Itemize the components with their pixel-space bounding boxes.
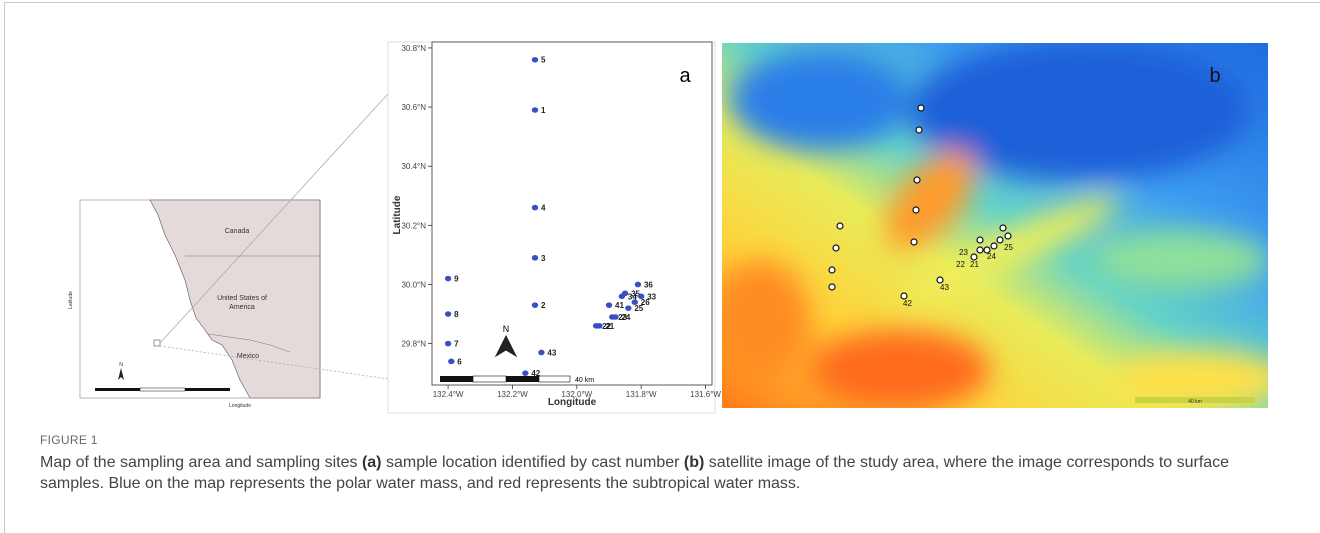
- site-label: 26: [641, 298, 650, 307]
- axis-title: Longitude: [229, 403, 251, 409]
- site-point: [609, 314, 616, 320]
- site-label: 22: [956, 260, 965, 269]
- site-label: 42: [903, 299, 912, 308]
- site-point: [531, 56, 539, 63]
- site-point: [444, 275, 452, 282]
- site-label: 34: [628, 292, 637, 301]
- site-point: [538, 349, 545, 356]
- site-label: 25: [1004, 243, 1013, 252]
- site-point: [531, 255, 539, 261]
- site-label: 3: [541, 254, 546, 263]
- site-point: [592, 323, 600, 329]
- caption-ref: (b): [683, 454, 705, 471]
- site-point: [621, 290, 629, 297]
- site-point: [637, 293, 645, 300]
- site-label: 23: [618, 313, 627, 322]
- site-point: [531, 107, 539, 113]
- overview-map: Canada United States of America Mexico L…: [68, 47, 431, 409]
- caption-text: satellite image of the study area, where…: [40, 454, 1230, 492]
- region-label: United States of: [217, 295, 267, 302]
- site-label: 21: [970, 260, 979, 269]
- axis-title: Latitude: [68, 291, 74, 309]
- site-label: 2: [541, 301, 546, 310]
- north-arrow: [494, 334, 518, 358]
- site-label: 5: [541, 56, 546, 65]
- frame: [4, 2, 1320, 3]
- caption-ref: (a): [361, 454, 382, 471]
- site-label: 8: [454, 310, 459, 319]
- panel-label: a: [679, 65, 691, 87]
- site-label: 21: [605, 322, 614, 331]
- x-axis-title: Longitude: [548, 397, 597, 408]
- caption-text: Map of the sampling area and sampling si…: [40, 454, 362, 471]
- site-point: [531, 302, 539, 308]
- site-markers: [828, 104, 1012, 300]
- site-label: 24: [987, 252, 996, 261]
- region-label: Mexico: [237, 353, 259, 360]
- north-label: N: [119, 362, 123, 368]
- scale-label: 40 km: [1188, 399, 1202, 405]
- caption-text: sample location identified by cast numbe…: [381, 454, 684, 471]
- site-label: 1: [541, 106, 546, 115]
- region-label: Canada: [225, 228, 250, 235]
- site-label: 35: [631, 289, 640, 298]
- site-point: [444, 311, 452, 317]
- site-point: [531, 204, 539, 211]
- site-label: 36: [644, 280, 653, 289]
- site-point: [634, 281, 642, 288]
- site-label: 6: [457, 357, 462, 366]
- site-point: [605, 302, 613, 308]
- site-label: 43: [940, 283, 949, 292]
- site-label: 24: [621, 313, 630, 322]
- site-label: 33: [647, 292, 656, 301]
- figure-label: FIGURE 1: [40, 433, 98, 447]
- panel-a-content: 132.4°W 132.2°W 132.0°W 131.8°W 131.6°W 29.8°…: [401, 44, 721, 399]
- site-label: 23: [959, 248, 968, 257]
- site-label: 9: [454, 275, 459, 284]
- satellite-image: 40 km b 23 22 21 24 25 42 43: [722, 43, 1268, 408]
- x-tick-label: 132.4°W: [433, 390, 464, 399]
- x-tick-label: 132.0°W: [561, 390, 592, 399]
- x-tick-label: 131.8°W: [626, 390, 657, 399]
- y-tick-label: 30.6°N: [401, 103, 426, 112]
- site-label: 4: [541, 204, 546, 213]
- site-label: 25: [634, 304, 643, 313]
- y-tick-label: 30.4°N: [401, 162, 426, 171]
- figure: Canada United States of America Mexico L…: [68, 41, 1268, 414]
- site-point: [625, 305, 632, 311]
- site-point: [444, 340, 452, 347]
- region-label: America: [229, 304, 255, 311]
- x-tick-label: 131.6°W: [690, 390, 721, 399]
- plot-area: [431, 41, 713, 386]
- y-tick-label: 30.8°N: [401, 44, 426, 53]
- site-label: 41: [615, 301, 624, 310]
- y-axis-title: Latitude: [392, 195, 403, 234]
- y-tick-label: 30.2°N: [401, 221, 426, 230]
- scale-label: 40 km: [575, 377, 594, 384]
- north-label: N: [503, 324, 510, 334]
- site-label: 7: [454, 340, 459, 349]
- site-point: [631, 299, 638, 306]
- scale-bar: 40 km: [440, 375, 594, 384]
- site-label: 22: [602, 322, 611, 331]
- y-tick-label: 30.0°N: [401, 280, 426, 289]
- site-point: [448, 358, 455, 365]
- x-tick-label: 132.2°W: [497, 390, 528, 399]
- site-label: 42: [531, 369, 540, 378]
- site-point: [522, 370, 529, 376]
- frame: [4, 2, 5, 533]
- caption: Map of the sampling area and sampling si…: [40, 452, 1285, 494]
- site-label: 43: [547, 348, 556, 357]
- panel-label: b: [1209, 65, 1220, 87]
- y-tick-label: 29.8°N: [401, 340, 426, 349]
